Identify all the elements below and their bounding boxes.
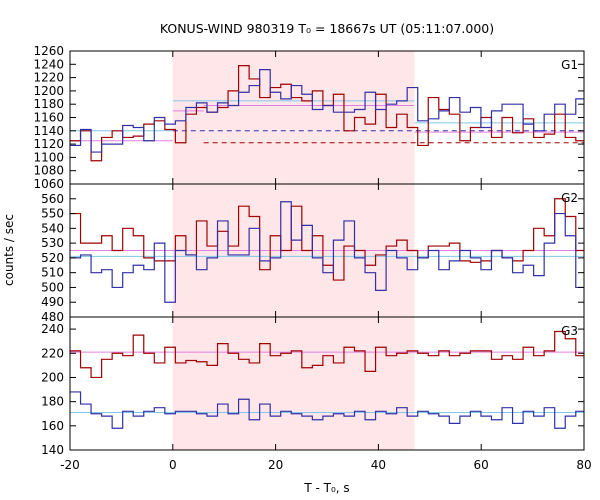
y-tick-label: 1160 (33, 111, 64, 125)
panel-label: G3 (561, 324, 578, 338)
series-blue-line (70, 391, 584, 429)
panel-label: G2 (561, 191, 578, 205)
y-tick-label: 1140 (33, 124, 64, 138)
panel-label: G1 (561, 58, 578, 72)
panels-group: 1060108011001120114011601180120012201240… (33, 44, 591, 472)
panel-g3: 140 160 180 200 220 240 G3 (41, 316, 585, 457)
y-tick-label: 1220 (33, 71, 64, 85)
highlight-interval (172, 51, 415, 184)
y-axis-label: counts / sec (2, 214, 16, 286)
y-tick-label: 1080 (33, 164, 64, 178)
y-tick-label: 510 (41, 266, 64, 280)
y-tick-label: 1260 (33, 44, 64, 58)
y-tick-label: 140 (41, 443, 64, 457)
series-red-line (70, 330, 584, 379)
y-tick-label: 1200 (33, 84, 64, 98)
y-tick-label: 1180 (33, 97, 64, 111)
series-blue-line (70, 201, 584, 303)
x-tick-label: 60 (474, 458, 489, 472)
y-tick-label: 550 (41, 207, 64, 221)
y-tick-label: 520 (41, 251, 64, 265)
y-tick-label: 1240 (33, 57, 64, 71)
x-tick-label: 40 (371, 458, 386, 472)
y-tick-label: 560 (41, 192, 64, 206)
x-tick-label: -20 (60, 458, 80, 472)
y-tick-label: 540 (41, 221, 64, 235)
x-tick-label: 0 (169, 458, 177, 472)
y-tick-label: 480 (41, 310, 64, 324)
y-tick-label: 200 (41, 370, 64, 384)
y-tick-label: 180 (41, 395, 64, 409)
x-axis-label: T - T₀, s (303, 481, 349, 495)
y-tick-label: 530 (41, 236, 64, 250)
y-tick-label: 220 (41, 346, 64, 360)
y-tick-label: 490 (41, 295, 64, 309)
panel-g1: 1060108011001120114011601180120012201240… (33, 44, 585, 191)
x-tick-label: 80 (576, 458, 591, 472)
highlight-interval (172, 317, 415, 450)
x-tick-label: 20 (268, 458, 283, 472)
y-tick-label: 1060 (33, 177, 64, 191)
y-tick-label: 160 (41, 419, 64, 433)
y-tick-label: 1100 (33, 150, 64, 164)
y-tick-label: 240 (41, 322, 64, 336)
panel-frame (69, 316, 585, 451)
y-tick-label: 1120 (33, 137, 64, 151)
chart-title: KONUS-WIND 980319 T₀ = 18667s UT (05:11:… (160, 21, 494, 36)
y-tick-label: 500 (41, 280, 64, 294)
series-blue-line (70, 69, 584, 153)
